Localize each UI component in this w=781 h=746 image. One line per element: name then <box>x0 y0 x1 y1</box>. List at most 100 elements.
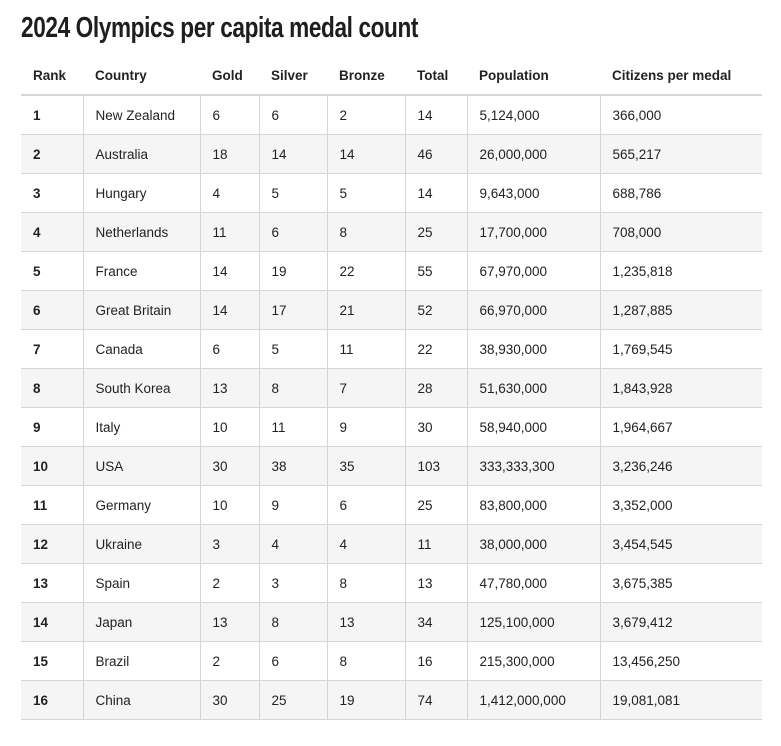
cell-total: 25 <box>404 485 467 525</box>
column-header-bronze: Bronze <box>327 56 405 96</box>
cell-gold: 18 <box>199 134 259 174</box>
table-row: 4 Netherlands 11 6 8 25 17,700,000 708,000 <box>21 212 762 252</box>
cell-country: China <box>82 680 200 720</box>
cell-country: Japan <box>82 602 200 642</box>
cell-population: 5,124,000 <box>466 95 600 135</box>
cell-silver: 25 <box>258 680 327 720</box>
table-row: 14 Japan 13 8 13 34 125,100,000 3,679,412 <box>21 602 762 642</box>
cell-country: Brazil <box>82 641 200 681</box>
cell-silver: 8 <box>258 602 327 642</box>
cell-citizens-per-medal: 13,456,250 <box>599 641 762 681</box>
cell-bronze: 8 <box>326 563 405 603</box>
cell-citizens-per-medal: 366,000 <box>599 95 762 135</box>
table-row: 1 New Zealand 6 6 2 14 5,124,000 366,000 <box>21 95 762 135</box>
cell-gold: 13 <box>199 602 259 642</box>
table-row: 8 South Korea 13 8 7 28 51,630,000 1,843,928 <box>21 368 762 408</box>
page-title: 2024 Olympics per capita medal count <box>21 12 419 44</box>
column-header-population: Population <box>467 56 600 96</box>
cell-rank: 11 <box>21 485 83 525</box>
cell-bronze: 8 <box>326 641 405 681</box>
cell-gold: 6 <box>199 329 259 369</box>
cell-citizens-per-medal: 3,675,385 <box>599 563 762 603</box>
header-row: Rank Country Gold Silver Bronze Total Populati… <box>21 56 762 96</box>
cell-population: 125,100,000 <box>466 602 600 642</box>
cell-country: Hungary <box>82 173 200 213</box>
cell-population: 17,700,000 <box>466 212 600 252</box>
cell-bronze: 35 <box>326 446 405 486</box>
cell-silver: 11 <box>258 407 327 447</box>
table-row: 2 Australia 18 14 14 46 26,000,000 565,217 <box>21 134 762 174</box>
cell-rank: 14 <box>21 602 83 642</box>
cell-population: 51,630,000 <box>466 368 600 408</box>
cell-total: 46 <box>404 134 467 174</box>
cell-total: 25 <box>404 212 467 252</box>
cell-rank: 10 <box>21 446 83 486</box>
cell-gold: 4 <box>199 173 259 213</box>
cell-silver: 5 <box>258 173 327 213</box>
column-header-total: Total <box>405 56 467 96</box>
cell-rank: 12 <box>21 524 83 564</box>
table-row: 9 Italy 10 11 9 30 58,940,000 1,964,667 <box>21 407 762 447</box>
cell-country: Spain <box>82 563 200 603</box>
cell-population: 38,930,000 <box>466 329 600 369</box>
cell-bronze: 4 <box>326 524 405 564</box>
cell-citizens-per-medal: 1,843,928 <box>599 368 762 408</box>
cell-population: 38,000,000 <box>466 524 600 564</box>
cell-population: 26,000,000 <box>466 134 600 174</box>
cell-total: 16 <box>404 641 467 681</box>
cell-bronze: 14 <box>326 134 405 174</box>
cell-total: 74 <box>404 680 467 720</box>
cell-population: 1,412,000,000 <box>466 680 600 720</box>
cell-citizens-per-medal: 688,786 <box>599 173 762 213</box>
table-row: 11 Germany 10 9 6 25 83,800,000 3,352,000 <box>21 485 762 525</box>
cell-bronze: 6 <box>326 485 405 525</box>
cell-citizens-per-medal: 3,679,412 <box>599 602 762 642</box>
cell-population: 66,970,000 <box>466 290 600 330</box>
cell-silver: 4 <box>258 524 327 564</box>
cell-citizens-per-medal: 1,235,818 <box>599 251 762 291</box>
cell-rank: 13 <box>21 563 83 603</box>
cell-gold: 30 <box>199 680 259 720</box>
column-header-rank: Rank <box>21 56 83 96</box>
cell-country: Canada <box>82 329 200 369</box>
cell-gold: 14 <box>199 251 259 291</box>
column-header-citizens-per-medal: Citizens per medal <box>600 56 762 96</box>
cell-total: 52 <box>404 290 467 330</box>
cell-citizens-per-medal: 708,000 <box>599 212 762 252</box>
cell-gold: 11 <box>199 212 259 252</box>
cell-silver: 38 <box>258 446 327 486</box>
cell-rank: 9 <box>21 407 83 447</box>
column-header-silver: Silver <box>259 56 327 96</box>
cell-gold: 13 <box>199 368 259 408</box>
cell-citizens-per-medal: 1,769,545 <box>599 329 762 369</box>
cell-gold: 2 <box>199 641 259 681</box>
column-header-country: Country <box>83 56 200 96</box>
cell-citizens-per-medal: 3,454,545 <box>599 524 762 564</box>
cell-bronze: 19 <box>326 680 405 720</box>
cell-rank: 4 <box>21 212 83 252</box>
cell-country: Great Britain <box>82 290 200 330</box>
cell-rank: 6 <box>21 290 83 330</box>
cell-bronze: 22 <box>326 251 405 291</box>
cell-silver: 14 <box>258 134 327 174</box>
cell-country: USA <box>82 446 200 486</box>
cell-rank: 16 <box>21 680 83 720</box>
cell-bronze: 9 <box>326 407 405 447</box>
cell-silver: 17 <box>258 290 327 330</box>
cell-bronze: 8 <box>326 212 405 252</box>
cell-country: Netherlands <box>82 212 200 252</box>
cell-total: 34 <box>404 602 467 642</box>
cell-silver: 5 <box>258 329 327 369</box>
cell-bronze: 2 <box>326 95 405 135</box>
cell-gold: 10 <box>199 407 259 447</box>
cell-bronze: 11 <box>326 329 405 369</box>
cell-population: 333,333,300 <box>466 446 600 486</box>
cell-total: 103 <box>404 446 467 486</box>
cell-country: New Zealand <box>82 95 200 135</box>
cell-citizens-per-medal: 19,081,081 <box>599 680 762 720</box>
cell-rank: 1 <box>21 95 83 135</box>
cell-population: 67,970,000 <box>466 251 600 291</box>
cell-total: 22 <box>404 329 467 369</box>
table-row: 15 Brazil 2 6 8 16 215,300,000 13,456,250 <box>21 641 762 681</box>
cell-population: 47,780,000 <box>466 563 600 603</box>
